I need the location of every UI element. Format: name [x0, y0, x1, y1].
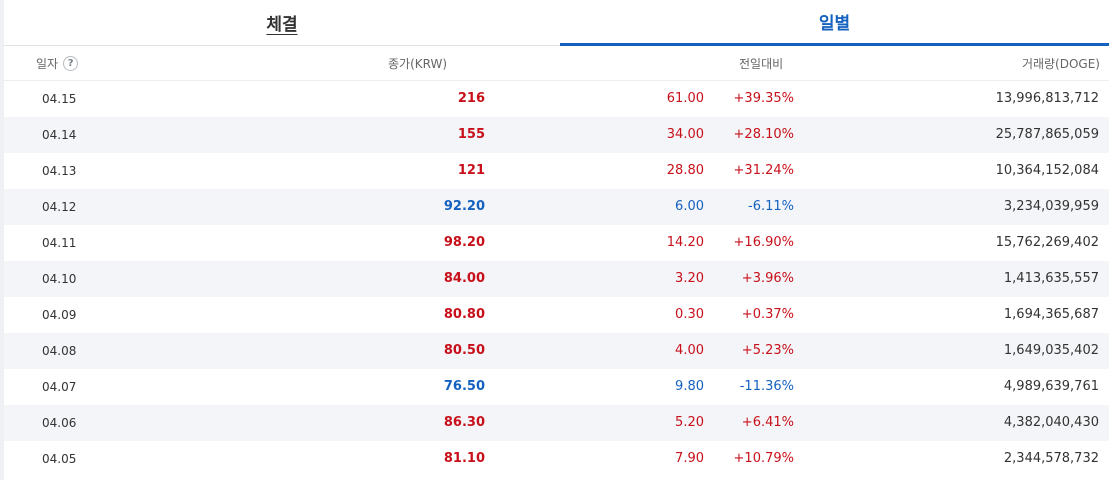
- header-change-label: 전일대비: [739, 57, 784, 71]
- cell-date: 04.15: [42, 92, 77, 106]
- cell-pct: +0.37%: [741, 307, 794, 322]
- cell-diff: 4.00: [675, 343, 704, 358]
- cell-date: 04.05: [42, 452, 77, 466]
- cell-date: 04.12: [42, 200, 77, 214]
- cell-date: 04.06: [42, 416, 77, 430]
- table-row: 04.11 98.20 14.20 +16.90% 15,762,269,402: [4, 225, 1109, 261]
- cell-close: 121: [457, 163, 485, 178]
- table-row: 04.13 121 28.80 +31.24% 10,364,152,084: [4, 153, 1109, 189]
- cell-diff: 5.20: [675, 415, 704, 430]
- header-close: 종가(KRW): [388, 46, 447, 81]
- table-row: 04.10 84.00 3.20 +3.96% 1,413,635,557: [4, 261, 1109, 297]
- cell-close: 155: [457, 127, 485, 142]
- tab-bar: 체결 일별: [4, 0, 1109, 46]
- cell-date: 04.11: [42, 236, 77, 250]
- cell-date: 04.09: [42, 308, 77, 322]
- header-change: 전일대비: [739, 46, 783, 81]
- cell-diff: 7.90: [675, 451, 704, 466]
- header-date-label: 일자: [36, 57, 59, 71]
- cell-date: 04.10: [42, 272, 77, 286]
- cell-diff: 14.20: [666, 235, 704, 250]
- cell-close: 86.30: [443, 415, 485, 430]
- cell-pct: +28.10%: [733, 127, 794, 142]
- cell-close: 76.50: [443, 379, 485, 394]
- cell-close: 216: [457, 91, 485, 106]
- cell-volume: 1,649,035,402: [1003, 343, 1099, 358]
- cell-close: 81.10: [443, 451, 485, 466]
- cell-pct: -11.36%: [739, 379, 794, 394]
- cell-pct: +6.41%: [741, 415, 794, 430]
- cell-volume: 13,996,813,712: [995, 91, 1099, 106]
- cell-volume: 4,989,639,761: [1003, 379, 1099, 394]
- cell-volume: 1,413,635,557: [1003, 271, 1099, 286]
- cell-diff: 0.30: [675, 307, 704, 322]
- cell-pct: +39.35%: [733, 91, 794, 106]
- table-row: 04.15 216 61.00 +39.35% 13,996,813,712: [4, 81, 1109, 117]
- cell-volume: 25,787,865,059: [995, 127, 1099, 142]
- cell-volume: 10,364,152,084: [995, 163, 1099, 178]
- header-close-label: 종가(KRW): [388, 57, 448, 71]
- cell-date: 04.13: [42, 164, 77, 178]
- cell-close: 98.20: [443, 235, 485, 250]
- cell-diff: 6.00: [675, 199, 704, 214]
- table-body: 04.15 216 61.00 +39.35% 13,996,813,712 04.14 1…: [4, 81, 1109, 477]
- table-row: 04.06 86.30 5.20 +6.41% 4,382,040,430: [4, 405, 1109, 441]
- table-header: 일자 ? 종가(KRW) 전일대비 거래량(DOGE): [4, 46, 1109, 81]
- cell-pct: +16.90%: [733, 235, 794, 250]
- table-row: 04.09 80.80 0.30 +0.37% 1,694,365,687: [4, 297, 1109, 333]
- table-row: 04.07 76.50 9.80 -11.36% 4,989,639,761: [4, 369, 1109, 405]
- cell-diff: 28.80: [666, 163, 704, 178]
- cell-volume: 1,694,365,687: [1003, 307, 1099, 322]
- table-row: 04.12 92.20 6.00 -6.11% 3,234,039,959: [4, 189, 1109, 225]
- cell-close: 92.20: [443, 199, 485, 214]
- cell-volume: 4,382,040,430: [1003, 415, 1099, 430]
- tab-daily[interactable]: 일별: [560, 0, 1109, 46]
- header-volume-label: 거래량(DOGE): [1021, 57, 1100, 71]
- tab-daily-label: 일별: [818, 14, 851, 34]
- cell-volume: 15,762,269,402: [995, 235, 1099, 250]
- cell-pct: +3.96%: [741, 271, 794, 286]
- cell-date: 04.14: [42, 128, 77, 142]
- cell-diff: 9.80: [675, 379, 704, 394]
- cell-date: 04.08: [42, 344, 77, 358]
- cell-pct: +31.24%: [733, 163, 794, 178]
- help-icon[interactable]: ?: [63, 56, 79, 71]
- cell-close: 80.50: [443, 343, 485, 358]
- table-row: 04.14 155 34.00 +28.10% 25,787,865,059: [4, 117, 1109, 153]
- cell-volume: 2,344,578,732: [1003, 451, 1099, 466]
- cell-volume: 3,234,039,959: [1003, 199, 1099, 214]
- cell-diff: 61.00: [666, 91, 704, 106]
- tab-trades[interactable]: 체결: [4, 0, 560, 45]
- cell-pct: -6.11%: [748, 199, 794, 214]
- cell-diff: 34.00: [666, 127, 704, 142]
- tab-trades-label: 체결: [266, 15, 298, 35]
- cell-diff: 3.20: [675, 271, 704, 286]
- cell-pct: +5.23%: [741, 343, 794, 358]
- table-row: 04.05 81.10 7.90 +10.79% 2,344,578,732: [4, 441, 1109, 477]
- cell-date: 04.07: [42, 380, 77, 394]
- cell-close: 84.00: [443, 271, 485, 286]
- header-date: 일자 ?: [36, 46, 79, 81]
- table-row: 04.08 80.50 4.00 +5.23% 1,649,035,402: [4, 333, 1109, 369]
- cell-close: 80.80: [443, 307, 485, 322]
- header-volume: 거래량(DOGE): [1022, 46, 1100, 81]
- cell-pct: +10.79%: [733, 451, 794, 466]
